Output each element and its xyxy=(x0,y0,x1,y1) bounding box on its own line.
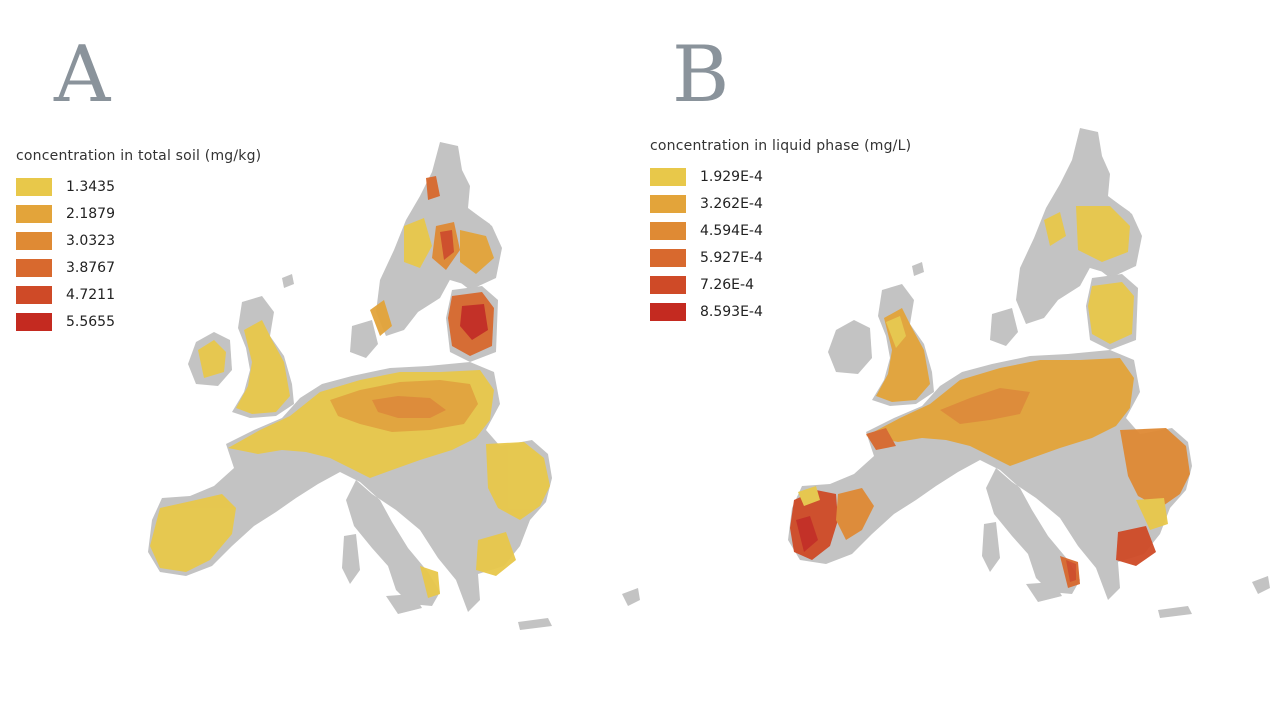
sardinia xyxy=(982,522,1000,572)
legend-item: 1.3435 xyxy=(16,173,261,200)
legend-title: concentration in liquid phase (mg/L) xyxy=(650,138,912,154)
denmark xyxy=(990,308,1018,346)
legend-item: 4.594E-4 xyxy=(650,217,911,244)
small-island xyxy=(912,262,924,276)
legend-item: 8.593E-4 xyxy=(650,298,911,325)
legend: concentration in liquid phase (mg/L) 1.9… xyxy=(650,138,911,325)
legend-label: 8.593E-4 xyxy=(700,303,763,320)
panel-letter: A xyxy=(54,30,111,120)
legend-label: 4.594E-4 xyxy=(700,222,763,239)
panel-b: B xyxy=(640,0,1280,720)
crete xyxy=(518,618,552,630)
legend-item: 3.0323 xyxy=(16,227,261,254)
legend-item: 3.262E-4 xyxy=(650,190,911,217)
legend-item: 3.8767 xyxy=(16,254,261,281)
legend: concentration in total soil (mg/kg) 1.34… xyxy=(16,148,261,335)
legend-swatch xyxy=(16,177,52,196)
legend-swatch xyxy=(650,221,686,240)
panel-letter: B xyxy=(672,30,730,120)
crete xyxy=(1158,606,1192,618)
legend-label: 3.8767 xyxy=(66,259,115,276)
legend-swatch xyxy=(16,312,52,331)
legend-label: 5.5655 xyxy=(66,313,115,330)
concentration-overlay xyxy=(150,176,550,598)
small-island xyxy=(282,274,294,288)
sicily xyxy=(1026,582,1062,602)
legend-swatch xyxy=(650,167,686,186)
legend-swatch xyxy=(16,204,52,223)
legend-label: 5.927E-4 xyxy=(700,249,763,266)
europe-map-total-soil xyxy=(148,142,640,630)
legend-item: 4.7211 xyxy=(16,281,261,308)
legend-swatch xyxy=(650,248,686,267)
legend-item: 1.929E-4 xyxy=(650,163,911,190)
cyprus xyxy=(622,588,640,606)
legend-label: 2.1879 xyxy=(66,205,115,222)
legend-item: 5.5655 xyxy=(16,308,261,335)
europe-map-liquid-phase xyxy=(788,128,1270,618)
legend-swatch xyxy=(650,302,686,321)
legend-item: 2.1879 xyxy=(16,200,261,227)
panel-a: A xyxy=(16,30,640,630)
legend-label: 7.26E-4 xyxy=(700,276,754,293)
legend-label: 4.7211 xyxy=(66,286,115,303)
legend-item: 7.26E-4 xyxy=(650,271,911,298)
legend-swatch xyxy=(16,231,52,250)
ireland xyxy=(828,320,872,374)
legend-label: 1.929E-4 xyxy=(700,168,763,185)
legend-swatch xyxy=(650,194,686,213)
sardinia xyxy=(342,534,360,584)
sicily xyxy=(386,594,422,614)
legend-swatch xyxy=(16,285,52,304)
legend-swatch xyxy=(16,258,52,277)
concentration-overlay xyxy=(790,206,1190,588)
legend-item: 5.927E-4 xyxy=(650,244,911,271)
legend-swatch xyxy=(650,275,686,294)
denmark xyxy=(350,320,378,358)
legend-label: 3.0323 xyxy=(66,232,115,249)
legend-label: 1.3435 xyxy=(66,178,115,195)
cyprus xyxy=(1252,576,1270,594)
legend-label: 3.262E-4 xyxy=(700,195,763,212)
legend-title: concentration in total soil (mg/kg) xyxy=(16,148,262,164)
